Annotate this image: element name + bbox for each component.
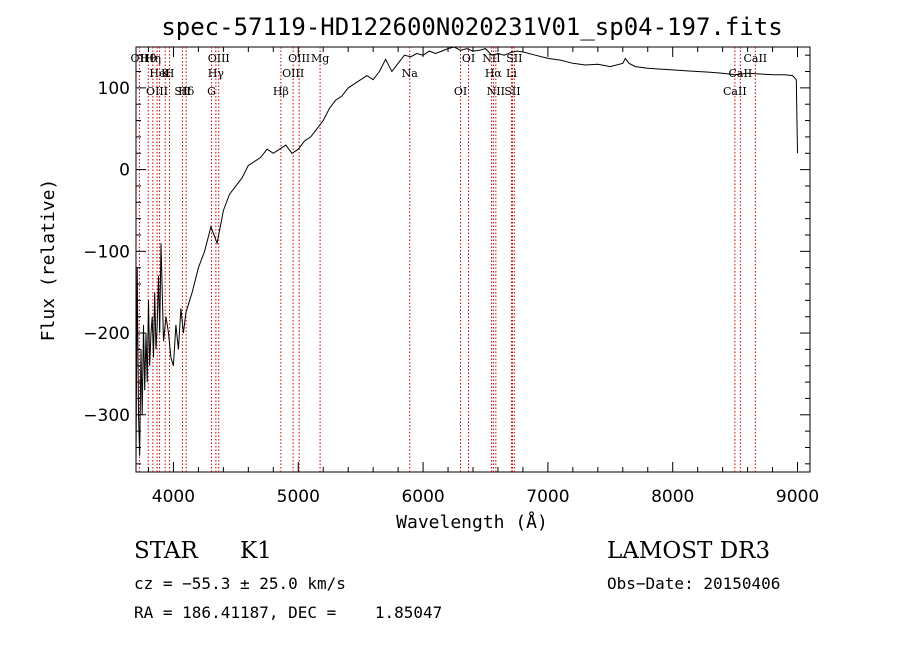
line-marker-label: OI — [462, 52, 475, 65]
x-tick-label: 9000 — [776, 487, 819, 507]
x-tick-labels: 4000 5000 6000 7000 8000 9000 — [152, 487, 819, 507]
line-marker-label: NII — [482, 52, 500, 65]
x-tick-label: 5000 — [277, 487, 320, 507]
line-marker-label: OI — [454, 85, 467, 98]
line-marker-label: K — [161, 67, 170, 80]
line-marker-label: H — [165, 67, 175, 80]
ra-dec-coordinates: RA = 186.41187, DEC = 1.85047 — [134, 603, 443, 622]
line-marker-label: Li — [506, 67, 517, 80]
line-marker-label: Mg — [311, 52, 329, 65]
chart-title: spec-57119-HD122600N020231V01_sp04-197.f… — [161, 13, 782, 41]
line-marker-label: NII — [487, 85, 505, 98]
x-tick-label: 7000 — [526, 487, 569, 507]
x-tick-label: 4000 — [152, 487, 195, 507]
observation-date: Obs−Date: 20150406 — [607, 574, 781, 593]
line-marker-label: SII — [506, 52, 522, 65]
line-marker-label: Hβ — [273, 85, 289, 98]
line-marker-label: OIII — [288, 52, 310, 65]
line-marker-label: CaII — [729, 67, 753, 80]
object-subclass: K1 — [240, 538, 272, 564]
object-class: STAR — [134, 538, 198, 564]
line-marker-label: OII — [131, 52, 149, 65]
line-marker-label: SII — [174, 85, 190, 98]
spectrum-series-line — [135, 46, 798, 464]
y-tick-label: 100 — [98, 79, 130, 99]
line-marker-label: Hα — [485, 67, 503, 80]
y-axis-label: Flux (relative) — [38, 179, 59, 342]
line-marker-label: Hδ — [178, 85, 195, 98]
line-marker-label: G — [207, 85, 216, 98]
axis-ticks — [136, 47, 810, 472]
line-marker-label: CaII — [723, 85, 747, 98]
redshift-cz: cz = −55.3 ± 25.0 km/s — [134, 574, 346, 593]
line-marker-label: Hη — [145, 52, 161, 65]
y-tick-label: −300 — [83, 406, 130, 426]
x-tick-label: 6000 — [401, 487, 444, 507]
survey-name: LAMOST DR3 — [607, 538, 771, 564]
line-marker-label: HeI — [149, 67, 169, 80]
line-marker-label: OIII — [208, 52, 230, 65]
y-tick-label: −100 — [83, 242, 130, 262]
line-marker-label: Hγ — [208, 67, 225, 80]
y-tick-labels: −300 −200 −100 0 100 — [83, 79, 130, 426]
line-marker-label: SII — [504, 85, 520, 98]
line-marker-lines — [138, 47, 756, 472]
line-marker-label: CaII — [743, 52, 767, 65]
y-tick-label: 0 — [119, 161, 130, 181]
x-axis-label: Wavelength (Å) — [396, 511, 548, 533]
plot-frame — [135, 46, 811, 473]
line-marker-label: OIII — [146, 85, 168, 98]
y-tick-label: −200 — [83, 324, 130, 344]
line-marker-label: Hθ — [140, 52, 157, 65]
line-marker-label: OIII — [282, 67, 304, 80]
line-marker-label: Na — [402, 67, 419, 80]
x-tick-label: 8000 — [651, 487, 694, 507]
